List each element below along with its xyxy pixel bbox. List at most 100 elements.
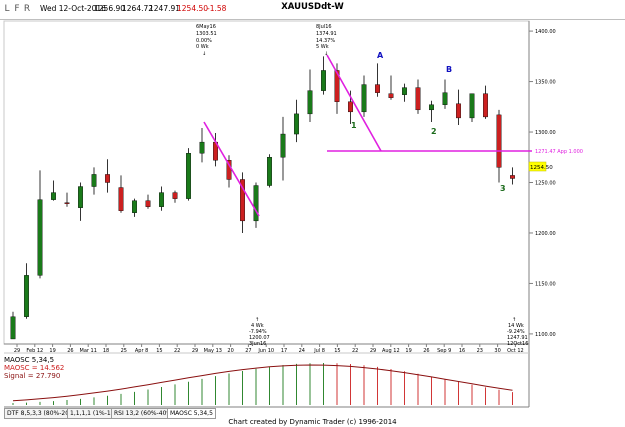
toolbar: L F R Wed 12-Oct-2016 1256.90 1264.72 12… xyxy=(0,0,625,20)
candle-body xyxy=(37,199,43,276)
annotation-line: 1374.91 xyxy=(316,31,337,37)
trendline-jul-aug[interactable] xyxy=(326,54,382,152)
annotation-line: 3Jun16 xyxy=(249,341,266,347)
candle-body xyxy=(321,70,326,91)
candle-body xyxy=(361,84,367,113)
annotation-line: 5 Wk xyxy=(316,44,329,50)
time-tick-label: 26 xyxy=(423,348,429,354)
signal-line xyxy=(12,364,513,402)
toolbar-button-l[interactable]: L xyxy=(4,4,10,14)
footer-credit: Chart created by Dynamic Trader (c) 1996… xyxy=(228,418,397,426)
candle-body xyxy=(483,93,488,118)
annotation-may-high: 6May16 1303.51 0.00% 0 Wk ↓ xyxy=(196,24,217,57)
annotation-jun-low: ↑ 4 Wk -7.94% 1200.07 3Jun16 xyxy=(249,317,270,347)
annotation-line: 1247.91 xyxy=(507,335,528,341)
candle-body xyxy=(294,113,299,135)
indicator-value: MAOSC = 14.562 xyxy=(4,364,65,372)
last-price-label: 1254.50 xyxy=(530,165,553,171)
toolbar-button-f[interactable]: F xyxy=(14,4,20,14)
time-tick-label: 23 xyxy=(477,348,483,354)
price-tick-label: 1300.00 xyxy=(535,130,556,136)
trendline-may-jun[interactable] xyxy=(203,121,260,217)
time-tick-label: 25 xyxy=(121,348,127,354)
wave-label-a: A xyxy=(377,51,384,60)
price-tick-label: 1100.00 xyxy=(535,332,556,338)
last-price-box xyxy=(528,161,547,172)
candle-body xyxy=(91,174,97,187)
bar-high: 1264.72 xyxy=(122,4,154,13)
time-tick-label: 30 xyxy=(494,348,500,354)
candle-body xyxy=(334,70,340,102)
candle-body xyxy=(64,202,70,204)
candle-body xyxy=(280,133,286,158)
wave-label-b: B xyxy=(446,65,452,74)
candle-body xyxy=(105,174,110,183)
time-tick-label: 19 xyxy=(49,348,55,354)
annotation-line: -7.94% xyxy=(249,329,267,335)
time-tick-label: Oct 12 xyxy=(507,348,524,354)
annotation-oct-low: ↑ 14 Wk -9.24% 1247.91 12Oct16 xyxy=(507,317,528,347)
up-arrow-icon: ↑ xyxy=(512,317,516,323)
up-arrow-icon: ↑ xyxy=(255,317,259,323)
candle-body xyxy=(267,157,272,186)
time-tick-label: 20 xyxy=(227,348,233,354)
time-tick-label: Aug 12 xyxy=(382,348,400,354)
time-tick-label: Jul 8 xyxy=(313,348,325,354)
annotation-line: 12Oct16 xyxy=(507,341,528,347)
candle-body xyxy=(429,104,434,111)
time-tick-label: 24 xyxy=(299,348,305,354)
annotation-line: 14 Wk xyxy=(508,323,524,329)
wave-label-3: 3 xyxy=(500,184,506,193)
candle-body xyxy=(415,87,421,111)
time-tick-label: 29 xyxy=(192,348,198,354)
wave-label-1: 1 xyxy=(351,121,357,130)
time-tick-label: 27 xyxy=(245,348,251,354)
price-tick-label: 1350.00 xyxy=(535,80,556,86)
candle-body xyxy=(78,186,83,208)
time-tick-label: 16 xyxy=(459,348,465,354)
candle-body xyxy=(240,179,245,222)
wave-label-2: 2 xyxy=(431,127,437,136)
annotation-line: 0 Wk xyxy=(196,44,209,50)
tab-maosc[interactable]: MAOSC 5,34,5 xyxy=(167,408,216,419)
toolbar-button-r[interactable]: R xyxy=(23,4,31,14)
oscillator-plot xyxy=(12,363,513,405)
time-tick-label: 22 xyxy=(352,348,358,354)
bar-open: 1256.90 xyxy=(94,4,126,13)
annotation-jul-high: 8Jul16 1374.91 14.37% 5 Wk ↓ xyxy=(316,24,337,57)
candle-body xyxy=(388,93,394,98)
bar-change: -1.58 xyxy=(207,4,227,13)
time-tick-label: May 13 xyxy=(204,348,222,354)
price-tick-label: 1250.00 xyxy=(535,181,556,187)
candles xyxy=(10,56,515,340)
down-arrow-icon: ↓ xyxy=(324,51,328,57)
time-tick-label: 18 xyxy=(103,348,109,354)
candle-body xyxy=(469,93,475,119)
candle-body xyxy=(145,200,151,207)
candle-body xyxy=(307,90,313,115)
candle-body xyxy=(118,187,124,211)
time-tick-label: Mar 11 xyxy=(80,348,97,354)
annotation-line: 6May16 xyxy=(196,24,216,30)
candle-body xyxy=(10,316,16,340)
price-tick-label: 1200.00 xyxy=(535,231,556,237)
time-tick-label: 26 xyxy=(67,348,73,354)
time-tick-label: 17 xyxy=(281,348,287,354)
price-tick-label: 1150.00 xyxy=(535,281,556,287)
candle-body xyxy=(159,192,164,207)
chart-title: XAUUSDdt-W xyxy=(281,2,344,12)
candle-body xyxy=(199,141,205,154)
annotation-line: -9.24% xyxy=(507,329,525,335)
candle-body xyxy=(172,192,178,199)
annotation-line: 8Jul16 xyxy=(316,24,332,30)
time-tick-label: 29 xyxy=(14,348,20,354)
candle-body xyxy=(402,87,407,95)
time-tick-label: 22 xyxy=(174,348,180,354)
time-axis: 29 Feb 12 19 26 Mar 11 18 25 Apr 8 15 22 29 May 13 2… xyxy=(14,344,524,354)
candle-body xyxy=(510,175,515,179)
candle-body xyxy=(186,153,191,199)
price-tick-label: 1400.00 xyxy=(535,29,556,35)
down-arrow-icon: ↓ xyxy=(202,51,206,57)
